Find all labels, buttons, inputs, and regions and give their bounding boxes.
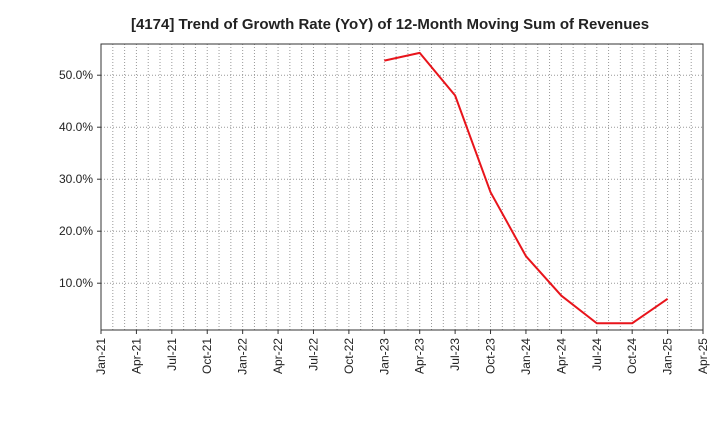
x-tick-label: Jul-23 [448, 338, 462, 371]
y-tick-label: 50.0% [59, 68, 93, 82]
x-tick-label: Jul-22 [306, 338, 320, 371]
plot-frame [100, 43, 704, 331]
x-tick-label: Jan-23 [377, 338, 391, 375]
y-tick-label: 10.0% [59, 276, 93, 290]
x-tick-label: Apr-22 [271, 338, 285, 374]
chart-title: [4174] Trend of Growth Rate (YoY) of 12-… [130, 16, 650, 33]
x-tick-label: Apr-25 [696, 338, 710, 374]
x-tick-label: Jan-21 [94, 338, 108, 375]
x-tick-label: Jul-24 [590, 338, 604, 371]
y-tick-label: 40.0% [59, 120, 93, 134]
x-tick-label: Oct-21 [200, 338, 214, 374]
x-tick-label: Apr-21 [129, 338, 143, 374]
x-tick-label: Oct-22 [342, 338, 356, 374]
x-tick-label: Apr-24 [554, 338, 568, 374]
x-tick-label: Jan-22 [236, 338, 250, 375]
x-tick-label: Oct-23 [484, 338, 498, 374]
x-tick-label: Jan-24 [519, 338, 533, 375]
x-tick-label: Jul-21 [165, 338, 179, 371]
y-tick-label: 20.0% [59, 224, 93, 238]
x-tick-label: Jan-25 [661, 338, 675, 375]
x-tick-label: Apr-23 [413, 338, 427, 374]
x-tick-label: Oct-24 [625, 338, 639, 374]
y-tick-label: 30.0% [59, 172, 93, 186]
